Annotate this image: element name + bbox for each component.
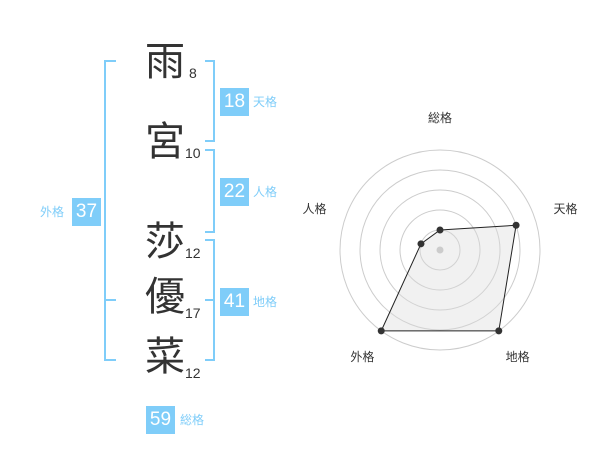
chikaku-value: 41	[220, 288, 249, 316]
name-char-3: 莎	[145, 219, 185, 265]
radar-axis-label: 総格	[428, 110, 452, 125]
radar-area	[380, 224, 517, 332]
stroke-count-2: 10	[185, 145, 201, 161]
chikaku-bracket-tick	[205, 299, 215, 301]
name-char-4: 優	[145, 274, 185, 320]
radar-axis-label: 地格	[506, 349, 530, 364]
soukaku-value: 59	[146, 406, 175, 434]
name-char-5: 菜	[145, 334, 185, 380]
jinkaku-label: 人格	[253, 185, 278, 199]
soukaku-label: 総格	[180, 413, 205, 427]
tenkaku-label: 天格	[253, 95, 278, 109]
stroke-count-1: 8	[189, 65, 197, 81]
gaikaku-label: 外格	[40, 205, 65, 219]
radar-point-人格	[417, 240, 425, 248]
radar-point-天格	[512, 221, 520, 229]
jinkaku-bracket	[205, 149, 215, 233]
radar-grid-ring	[339, 149, 541, 351]
radar-point-総格	[436, 226, 444, 234]
jinkaku-value: 22	[220, 178, 249, 206]
radar-point-外格	[377, 327, 385, 335]
tenkaku-value: 18	[220, 88, 249, 116]
radar-axis-label: 人格	[302, 201, 326, 216]
stroke-count-4: 17	[185, 305, 201, 321]
radar-grid-ring	[359, 169, 521, 331]
gaikaku-value: 37	[72, 198, 101, 226]
stroke-count-5: 12	[185, 365, 201, 381]
tenkaku-bracket	[205, 60, 215, 142]
radar-center-dot	[436, 246, 444, 254]
radar-grid-ring	[379, 189, 501, 311]
chikaku-label: 地格	[253, 295, 278, 309]
gaikaku-bracket	[104, 60, 116, 361]
gaikaku-bracket-tick	[104, 299, 116, 301]
radar-point-地格	[495, 327, 503, 335]
name-char-1: 雨	[145, 39, 185, 85]
radar-axis-label: 外格	[350, 349, 374, 364]
radar-axis-label: 天格	[554, 201, 578, 216]
stroke-count-3: 12	[185, 245, 201, 261]
radar-grid-ring	[399, 209, 481, 291]
name-char-2: 宮	[145, 119, 185, 165]
